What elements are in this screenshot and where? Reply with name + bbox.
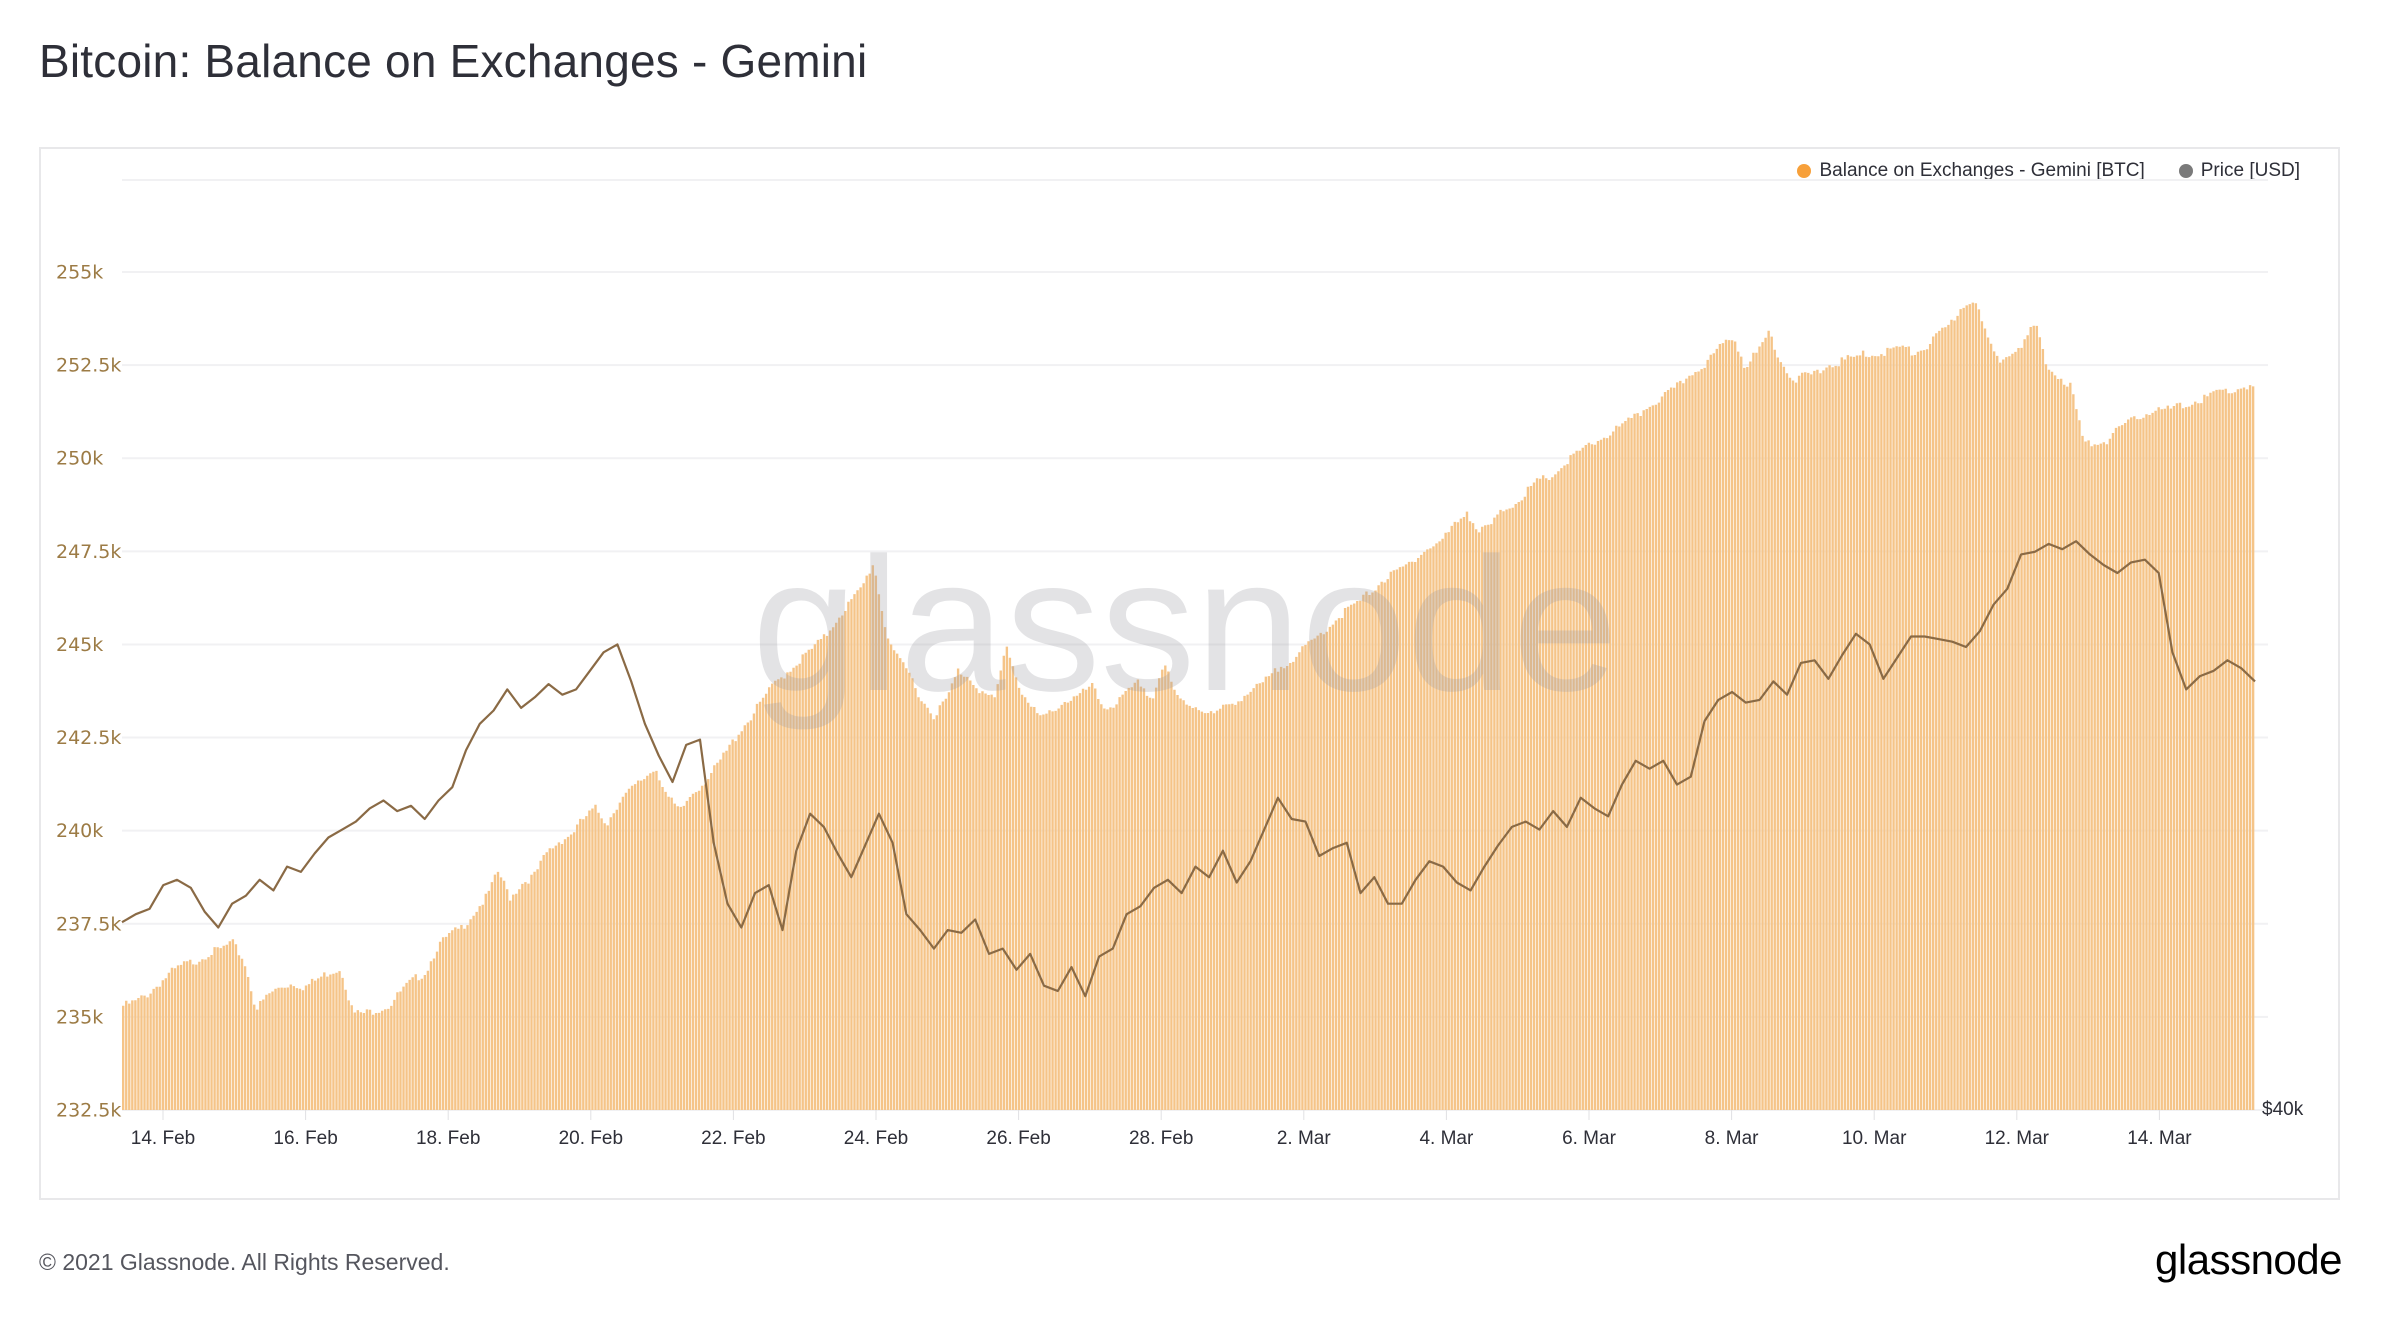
glassnode-logo[interactable]: glassnode <box>2155 1236 2342 1283</box>
watermark-logo: glassnode <box>752 519 1618 731</box>
x-tick-label: 22. Feb <box>701 1128 765 1149</box>
x-tick-label: 12. Mar <box>1985 1128 2050 1149</box>
y-tick-label: 242.5k <box>56 727 121 749</box>
price-line <box>121 540 2256 998</box>
x-tick-label: 14. Mar <box>2127 1128 2192 1149</box>
y-tick-label: 232.5k <box>56 1100 121 1122</box>
x-tick-label: 14. Feb <box>131 1128 195 1149</box>
page-title: Bitcoin: Balance on Exchanges - Gemini <box>39 35 868 87</box>
legend-label-balance: Balance on Exchanges - Gemini [BTC] <box>1819 160 2145 181</box>
y-tick-label: 255k <box>56 262 103 284</box>
x-tick-label: 28. Feb <box>1129 1128 1193 1149</box>
x-tick-label: 8. Mar <box>1705 1128 1760 1149</box>
price-axis-tick: $40k <box>2262 1099 2304 1120</box>
legend-label-price: Price [USD] <box>2200 160 2300 181</box>
y-tick-label: 252.5k <box>56 355 121 377</box>
y-tick-label: 240k <box>56 820 103 842</box>
legend-item-price[interactable]: Price [USD] <box>2178 160 2300 182</box>
y-tick-label: 247.5k <box>56 541 121 563</box>
x-axis-ticks: 14. Feb 16. Feb 18. Feb 20. Feb 22. Feb 24. F… <box>131 1110 2192 1149</box>
x-tick-label: 10. Mar <box>1842 1128 1907 1149</box>
x-tick-label: 4. Mar <box>1419 1128 1474 1149</box>
copyright-text: © 2021 Glassnode. All Rights Reserved. <box>39 1249 450 1275</box>
x-tick-label: 20. Feb <box>559 1128 623 1149</box>
y-tick-label: 235k <box>56 1006 103 1028</box>
y-tick-label: 245k <box>56 634 103 656</box>
x-tick-label: 16. Feb <box>273 1128 337 1149</box>
legend-dot-gray-icon <box>2178 164 2193 178</box>
x-tick-label: 24. Feb <box>844 1128 908 1149</box>
x-tick-label: 26. Feb <box>986 1128 1050 1149</box>
y-tick-label: 250k <box>56 448 103 470</box>
x-tick-label: 2. Mar <box>1277 1128 1332 1149</box>
x-tick-label: 18. Feb <box>416 1128 480 1149</box>
legend-dot-orange-icon <box>1797 164 1812 178</box>
legend-item-balance[interactable]: Balance on Exchanges - Gemini [BTC] <box>1797 160 2145 182</box>
y-tick-label: 237.5k <box>56 913 121 935</box>
chart-legend: Balance on Exchanges - Gemini [BTC] Pric… <box>1797 160 2300 182</box>
x-tick-label: 6. Mar <box>1562 1128 1617 1149</box>
y-axis-ticks: 232.5k 235k 237.5k 240k 242.5k 245k 247.5k 250k… <box>56 262 121 1122</box>
